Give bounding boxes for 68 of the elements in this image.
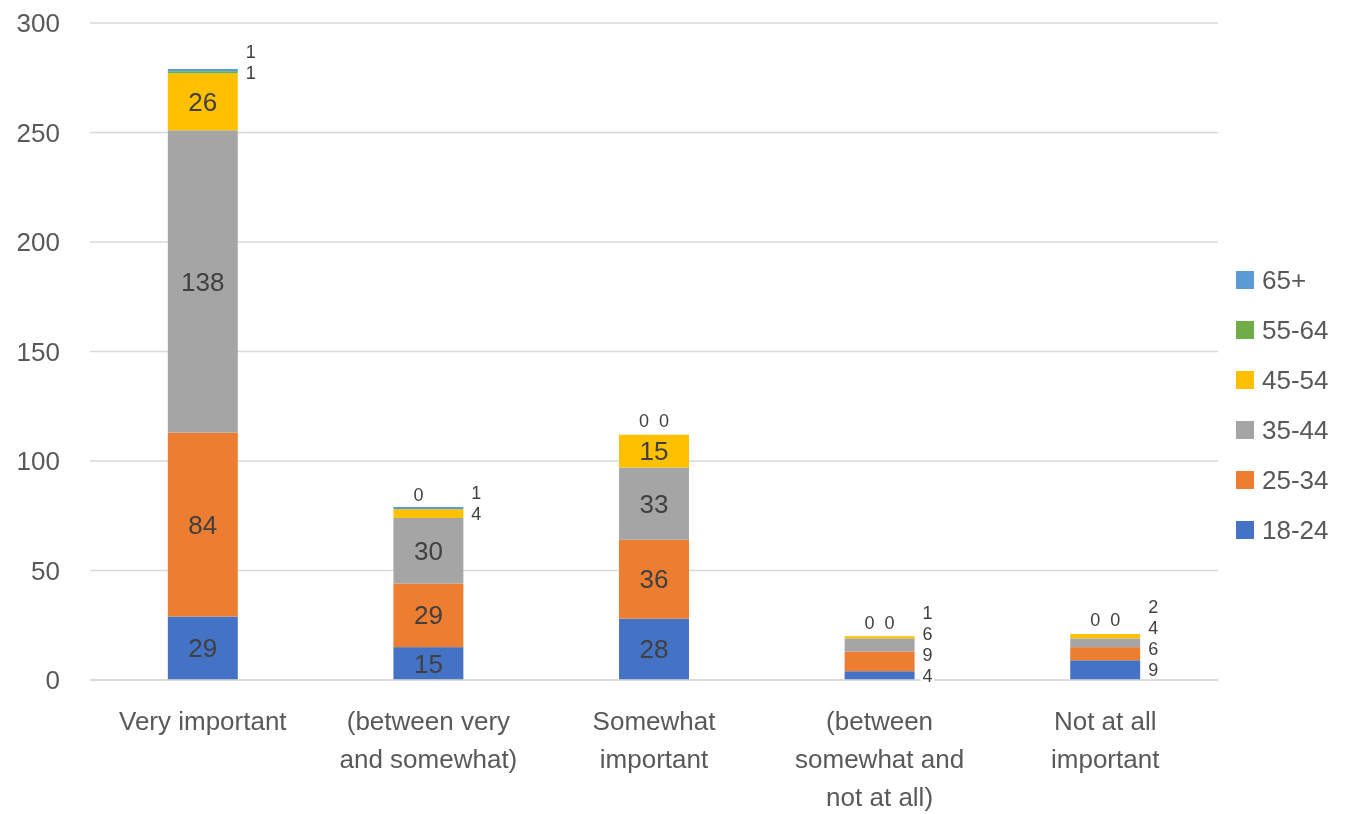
legend-label: 25-34 <box>1262 465 1329 496</box>
bar <box>393 509 464 518</box>
x-tick-label: (between somewhat and not at all) <box>795 706 965 812</box>
legend-label: 45-54 <box>1262 365 1329 396</box>
data-label: 1 <box>245 41 256 62</box>
data-label: 33 <box>639 488 669 519</box>
bar <box>167 432 238 617</box>
y-tick-label: 0 <box>45 665 60 696</box>
data-label: 4 <box>471 503 482 524</box>
legend-label: 55-64 <box>1262 315 1329 346</box>
data-label: 28 <box>639 634 669 665</box>
bar <box>167 73 238 131</box>
data-label: 9 <box>922 644 933 665</box>
data-label: 0 <box>1110 610 1121 631</box>
bar <box>619 539 689 619</box>
bar <box>167 130 238 433</box>
data-label: 15 <box>413 648 443 679</box>
bar <box>619 618 689 680</box>
legend-label: 18-24 <box>1262 515 1329 546</box>
bar <box>393 506 464 510</box>
data-label: 0 <box>884 612 895 633</box>
data-label: 4 <box>922 665 933 686</box>
bar <box>1070 660 1141 680</box>
legend-label: 35-44 <box>1262 415 1329 446</box>
data-label: 9 <box>1148 660 1159 681</box>
y-tick-label: 50 <box>31 555 60 586</box>
data-label: 29 <box>413 600 443 631</box>
data-label: 0 <box>658 411 670 432</box>
data-label: 1 <box>471 482 482 503</box>
y-tick-label: 300 <box>16 8 60 39</box>
data-label: 0 <box>638 411 650 432</box>
bar <box>844 651 915 672</box>
data-label: 6 <box>922 623 933 644</box>
data-label: 15 <box>639 436 669 467</box>
bar <box>1070 634 1141 639</box>
legend-label: 65+ <box>1262 265 1307 296</box>
bar <box>1070 647 1141 661</box>
data-label: 84 <box>188 509 218 540</box>
data-label: 0 <box>413 485 424 506</box>
bar <box>844 671 915 680</box>
data-label: 1 <box>245 62 256 83</box>
bar <box>844 638 915 652</box>
bar <box>393 517 464 584</box>
data-label: 30 <box>413 535 443 566</box>
bar <box>619 467 689 540</box>
bar <box>167 616 238 680</box>
y-tick-label: 150 <box>16 336 60 367</box>
data-label: 0 <box>1090 610 1101 631</box>
bar <box>1070 638 1141 648</box>
data-label: 29 <box>188 633 218 664</box>
y-tick-label: 200 <box>16 227 60 258</box>
y-tick-label: 100 <box>16 446 60 477</box>
x-tick-label: (between very and somewhat) <box>339 706 518 774</box>
data-label: 36 <box>639 564 669 595</box>
x-tick-label: Somewhat important <box>592 706 717 774</box>
data-label: 4 <box>1148 618 1159 639</box>
data-label: 138 <box>181 266 225 297</box>
x-tick-label: Very important <box>118 706 288 736</box>
data-label: 2 <box>1148 597 1159 618</box>
data-label: 6 <box>1148 639 1159 660</box>
bar <box>844 636 915 639</box>
bar <box>393 583 464 648</box>
y-tick-label: 250 <box>16 117 60 148</box>
x-tick-label: Not at all important <box>1051 706 1161 774</box>
data-label: 1 <box>922 602 933 623</box>
bar <box>619 434 689 468</box>
data-label: 0 <box>864 612 875 633</box>
data-label: 26 <box>188 86 218 117</box>
